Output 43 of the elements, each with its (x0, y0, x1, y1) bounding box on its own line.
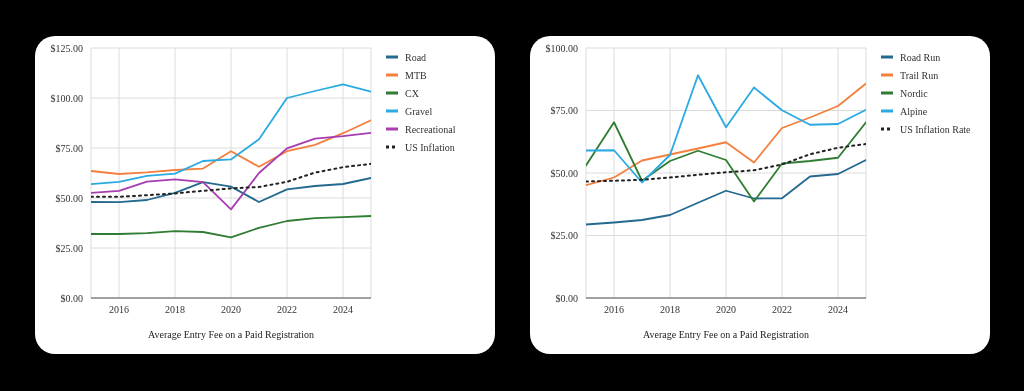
legend-label: MTB (405, 69, 427, 81)
y-tick-label: $75.00 (55, 142, 83, 154)
y-tick-label: $0.00 (555, 292, 578, 304)
line-series (586, 143, 866, 183)
legend-label: Alpine (900, 105, 928, 117)
legend-label: Road Run (900, 51, 941, 63)
line-series (91, 131, 371, 211)
x-tick-label: 2020 (716, 304, 736, 316)
x-tick-label: 2018 (660, 304, 680, 316)
x-tick-label: 2024 (828, 304, 848, 316)
x-axis-title: Average Entry Fee on a Paid Registration (148, 329, 314, 340)
line-series (586, 159, 866, 226)
y-tick-label: $125.00 (50, 42, 83, 54)
legend-label: Road (405, 51, 427, 63)
y-tick-label: $100.00 (50, 92, 83, 104)
line-series (91, 177, 371, 204)
line-series (91, 119, 371, 175)
y-tick-label: $25.00 (550, 230, 578, 242)
x-tick-label: 2022 (772, 304, 792, 316)
x-tick-label: 2020 (221, 304, 241, 316)
x-tick-label: 2018 (165, 304, 185, 316)
legend-label: Gravel (405, 105, 433, 117)
y-tick-label: $25.00 (55, 242, 83, 254)
legend-label: Trail Run (900, 69, 939, 81)
x-axis-title: Average Entry Fee on a Paid Registration (643, 329, 809, 340)
line-series (586, 121, 866, 203)
legend-label: CX (405, 87, 419, 99)
y-tick-label: $75.00 (550, 105, 578, 117)
legend-label: Recreational (405, 123, 456, 135)
y-tick-label: $50.00 (55, 192, 83, 204)
legend-label: Nordic (900, 87, 928, 99)
y-tick-label: $100.00 (545, 42, 578, 54)
line-series (91, 83, 371, 186)
line-series (91, 162, 371, 198)
legend-label: US Inflation Rate (900, 123, 971, 135)
x-tick-label: 2022 (277, 304, 297, 316)
y-tick-label: $0.00 (60, 292, 83, 304)
x-tick-label: 2016 (109, 304, 129, 316)
line-series (91, 215, 371, 239)
x-tick-label: 2016 (604, 304, 624, 316)
x-tick-label: 2024 (333, 304, 353, 316)
y-tick-label: $50.00 (550, 167, 578, 179)
legend-label: US Inflation (405, 141, 455, 153)
